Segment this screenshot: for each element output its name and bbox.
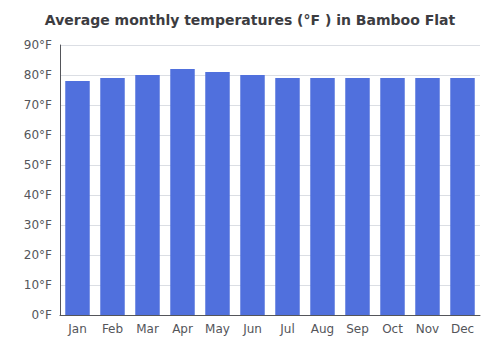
svg-text:Oct: Oct <box>382 322 403 336</box>
svg-text:0°F: 0°F <box>31 308 52 322</box>
svg-text:60°F: 60°F <box>24 128 52 142</box>
svg-text:70°F: 70°F <box>24 98 52 112</box>
svg-text:Jan: Jan <box>67 322 87 336</box>
svg-text:Average monthly temperatures (: Average monthly temperatures (°F ) in Ba… <box>45 12 456 28</box>
svg-text:Dec: Dec <box>451 322 474 336</box>
svg-text:10°F: 10°F <box>24 278 52 292</box>
svg-text:Apr: Apr <box>172 322 193 336</box>
svg-text:90°F: 90°F <box>24 38 52 52</box>
svg-text:Feb: Feb <box>102 322 123 336</box>
svg-text:50°F: 50°F <box>24 158 52 172</box>
svg-text:May: May <box>205 322 230 336</box>
svg-text:20°F: 20°F <box>24 248 52 262</box>
svg-text:Aug: Aug <box>311 322 334 336</box>
svg-text:40°F: 40°F <box>24 188 52 202</box>
svg-text:30°F: 30°F <box>24 218 52 232</box>
svg-text:Mar: Mar <box>136 322 159 336</box>
svg-text:Nov: Nov <box>416 322 439 336</box>
svg-text:Jun: Jun <box>242 322 262 336</box>
svg-text:Jul: Jul <box>279 322 294 336</box>
svg-text:Sep: Sep <box>346 322 369 336</box>
svg-text:80°F: 80°F <box>24 68 52 82</box>
